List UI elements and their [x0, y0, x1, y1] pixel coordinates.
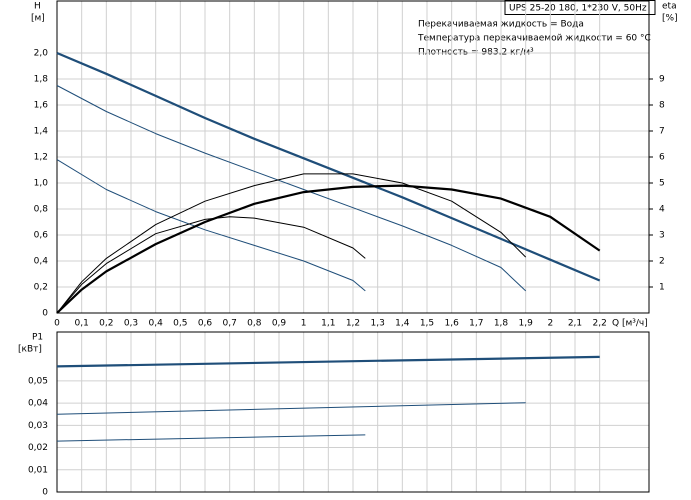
y2-tick-label: 8 [659, 101, 665, 111]
x-tick-label: 0,2 [99, 319, 113, 329]
series-line [56, 355, 600, 368]
x-tick-label: 1,4 [395, 319, 410, 329]
y-tick-label: 0,04 [28, 399, 48, 409]
x-tick-label: 1,6 [445, 319, 460, 329]
y-axis-label: P1 [32, 333, 43, 343]
x-tick-label: 0,5 [173, 319, 187, 329]
y-tick-label: 1,0 [34, 179, 49, 189]
y2-tick-label: 4 [659, 205, 665, 215]
x-tick-label: 0,6 [198, 319, 213, 329]
y-axis-label: H [34, 2, 41, 12]
y2-tick-label: 3 [659, 231, 665, 241]
x-tick-label: 1,8 [494, 319, 509, 329]
x-tick-label: 0,7 [223, 319, 237, 329]
y2-tick-label: 6 [659, 153, 665, 163]
y-tick-label: 1,8 [34, 75, 49, 85]
y-tick-label: 1,6 [34, 101, 49, 111]
series-line [56, 184, 601, 314]
series-line [56, 173, 527, 314]
x-tick-label: 0,3 [124, 319, 138, 329]
x-tick-label: 1 [301, 319, 307, 329]
x-tick-label: 1,5 [420, 319, 434, 329]
plot-frame [56, 331, 650, 493]
x-tick-label: 1,3 [371, 319, 385, 329]
y-tick-label: 0,05 [28, 376, 48, 386]
x-tick-label: 0,9 [272, 319, 287, 329]
x-tick-label: 0,8 [247, 319, 262, 329]
x-tick-label: 1,9 [519, 319, 534, 329]
series-line [56, 434, 366, 442]
y-tick-label: 0 [42, 309, 48, 319]
x-tick-label: 2,2 [593, 319, 607, 329]
x-tick-label: 1,2 [346, 319, 360, 329]
y2-tick-label: 2 [659, 257, 665, 267]
y2-tick-label: 7 [659, 127, 665, 137]
plot-frame [56, 0, 650, 314]
y-tick-label: 0,8 [34, 205, 49, 215]
x-tick-label: 2,1 [568, 319, 582, 329]
x-axis-label: Q [м³/ч] [612, 319, 648, 329]
y-tick-label: 0,6 [34, 231, 49, 241]
y2-axis-label: eta [662, 2, 677, 12]
annotation: Температура перекачиваемой жидкости = 60… [417, 34, 651, 44]
chart-title: UPS 25-20 180, 1*230 V, 50Hz [509, 4, 647, 14]
y2-axis-unit: [%] [662, 14, 678, 24]
series-line [56, 85, 527, 292]
x-tick-label: 0,4 [149, 319, 164, 329]
y-tick-label: 0,01 [28, 465, 48, 475]
y-tick-label: 2,0 [34, 49, 49, 59]
series-line [56, 159, 366, 292]
x-tick-label: 0 [54, 319, 60, 329]
y-tick-label: 0,03 [28, 421, 48, 431]
y-axis-unit: [м] [31, 14, 45, 24]
y-tick-label: 0,2 [34, 283, 48, 293]
y-tick-label: 1,4 [34, 127, 49, 137]
y-tick-label: 1,2 [34, 153, 48, 163]
y-tick-label: 0,02 [28, 443, 48, 453]
series-line [56, 216, 366, 314]
x-tick-label: 0,1 [75, 319, 89, 329]
y2-tick-label: 9 [659, 75, 665, 85]
x-tick-label: 1,7 [469, 319, 483, 329]
y-axis-unit: [кВт] [18, 345, 42, 355]
x-tick-label: 1,1 [321, 319, 335, 329]
x-tick-label: 2 [547, 319, 553, 329]
y2-tick-label: 5 [659, 179, 665, 189]
y-tick-label: 0 [42, 488, 48, 498]
y2-tick-label: 1 [659, 283, 665, 293]
series-line [56, 51, 601, 282]
y-tick-label: 0,4 [34, 257, 49, 267]
series-line [56, 402, 526, 415]
